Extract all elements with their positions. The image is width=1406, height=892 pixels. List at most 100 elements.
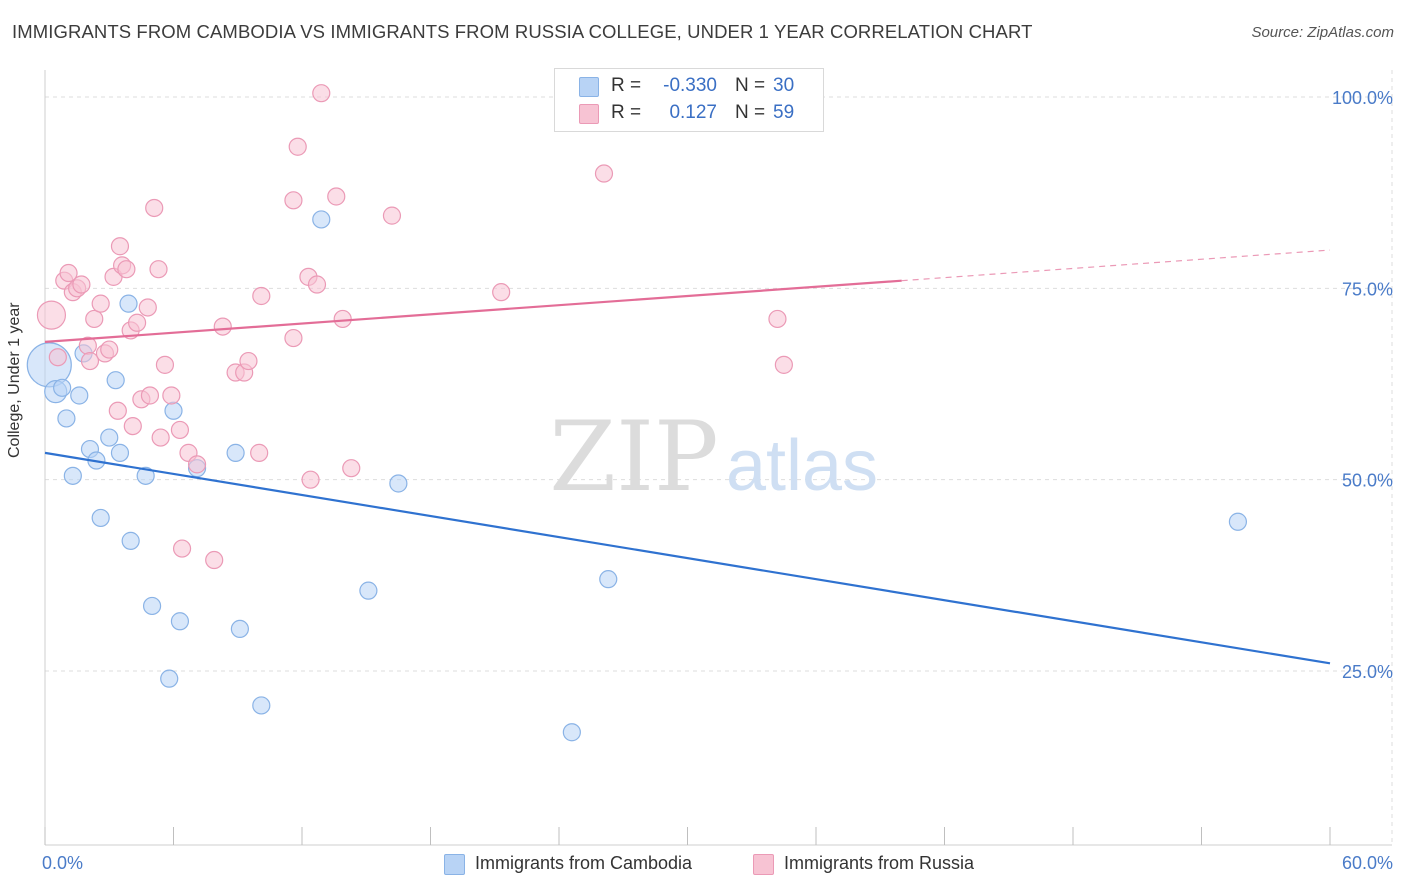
data-point-cambodia — [121, 531, 140, 550]
data-point-russia — [594, 164, 614, 183]
legend-r-value: 0.127 — [669, 102, 717, 123]
data-point-russia — [127, 313, 147, 332]
data-point-russia — [155, 355, 175, 374]
data-point-cambodia — [53, 378, 72, 397]
data-point-russia — [170, 420, 190, 440]
watermark-atlas: atlas — [726, 426, 878, 506]
data-point-russia — [768, 309, 787, 329]
data-point-russia — [108, 401, 127, 420]
data-point-cambodia — [63, 466, 82, 485]
data-point-russia — [140, 386, 160, 405]
chart-title: IMMIGRANTS FROM CAMBODIA VS IMMIGRANTS F… — [12, 21, 1033, 42]
data-point-cambodia — [70, 386, 89, 405]
data-point-russia — [151, 428, 170, 447]
data-point-cambodia — [164, 401, 183, 420]
gridlines — [45, 70, 1393, 845]
source-credit: Source: ZipAtlas.com — [1251, 24, 1394, 41]
data-point-russia — [36, 300, 67, 330]
data-point-cambodia — [142, 596, 162, 616]
legend-n-value: 30 — [773, 75, 795, 96]
data-point-russia — [72, 275, 91, 294]
bottom-swatch-cambodia — [444, 854, 465, 875]
data-point-cambodia — [599, 570, 618, 589]
data-point-russia — [301, 470, 320, 489]
legend-swatch-cambodia — [579, 77, 599, 97]
legend-r-value: -0.330 — [663, 75, 717, 96]
data-point-russia — [492, 283, 511, 302]
data-point-russia — [91, 294, 110, 313]
data-point-russia — [252, 286, 271, 306]
trend-line-cambodia — [44, 451, 1331, 665]
data-point-russia — [333, 309, 352, 329]
y-tick-label: 100.0% — [1332, 88, 1393, 108]
legend-r-label: R = — [611, 102, 642, 123]
trend-line-dashed-russia — [901, 249, 1331, 282]
data-point-russia — [172, 539, 192, 558]
data-point-cambodia — [57, 409, 76, 428]
data-points — [26, 84, 1248, 742]
data-point-russia — [205, 550, 224, 570]
data-point-cambodia — [170, 612, 190, 631]
data-point-cambodia — [100, 428, 119, 447]
data-point-russia — [382, 206, 402, 225]
data-point-russia — [284, 191, 303, 210]
data-point-cambodia — [1228, 512, 1248, 531]
data-point-russia — [85, 309, 104, 329]
y-tick-label: 25.0% — [1342, 662, 1393, 682]
data-point-russia — [213, 317, 232, 336]
data-point-russia — [117, 260, 136, 279]
data-point-russia — [162, 386, 181, 405]
data-point-cambodia — [106, 371, 125, 390]
y-axis-label: College, Under 1 year — [6, 302, 23, 458]
bottom-legend-label: Immigrants from Russia — [784, 853, 975, 873]
x-tick-label: 0.0% — [42, 853, 83, 873]
data-point-russia — [123, 416, 142, 436]
legend-n-value: 59 — [773, 102, 795, 123]
data-point-russia — [138, 298, 157, 317]
data-point-russia — [250, 443, 269, 462]
legend-swatch-russia — [579, 104, 599, 124]
data-point-cambodia — [91, 508, 110, 528]
data-point-russia — [48, 348, 67, 367]
data-point-cambodia — [312, 210, 331, 229]
x-tick-label: 60.0% — [1342, 853, 1393, 873]
data-point-cambodia — [252, 696, 271, 715]
data-point-cambodia — [136, 466, 155, 485]
data-point-cambodia — [160, 669, 179, 688]
data-point-russia — [59, 263, 78, 283]
stats-legend: R = -0.330 N = 30 R = 0.127 N = 59 — [554, 68, 824, 132]
data-point-cambodia — [119, 294, 138, 313]
bottom-swatch-russia — [753, 854, 774, 875]
trend-line-russia — [44, 279, 902, 344]
trend-lines — [44, 249, 1331, 665]
data-point-russia — [327, 187, 346, 206]
data-point-russia — [187, 455, 207, 474]
data-point-cambodia — [226, 443, 245, 462]
y-tick-label: 75.0% — [1342, 279, 1393, 299]
bottom-legend-label: Immigrants from Cambodia — [475, 853, 693, 873]
tick-labels: 25.0% 50.0% 75.0% 100.0% 0.0% 60.0% — [42, 88, 1393, 873]
data-point-cambodia — [359, 581, 378, 600]
data-point-russia — [80, 351, 100, 371]
data-point-russia — [342, 459, 361, 478]
data-point-russia — [149, 260, 168, 279]
data-point-russia — [312, 84, 331, 103]
data-point-russia — [110, 237, 130, 256]
data-point-cambodia — [389, 474, 408, 493]
legend-r-label: R = — [611, 75, 642, 96]
data-point-russia — [100, 340, 119, 359]
data-point-russia — [145, 198, 164, 218]
axes — [44, 70, 1392, 846]
data-point-cambodia — [230, 619, 249, 639]
data-point-russia — [284, 328, 303, 348]
data-point-cambodia — [110, 443, 130, 462]
legend-n-label: N = — [735, 102, 766, 123]
data-point-cambodia — [562, 723, 581, 742]
data-point-russia — [307, 275, 327, 294]
watermark-zip: ZIP — [549, 401, 718, 513]
data-point-russia — [288, 137, 307, 156]
data-point-russia — [239, 351, 258, 371]
watermark: ZIP atlas — [549, 401, 878, 513]
y-tick-label: 50.0% — [1342, 471, 1393, 491]
